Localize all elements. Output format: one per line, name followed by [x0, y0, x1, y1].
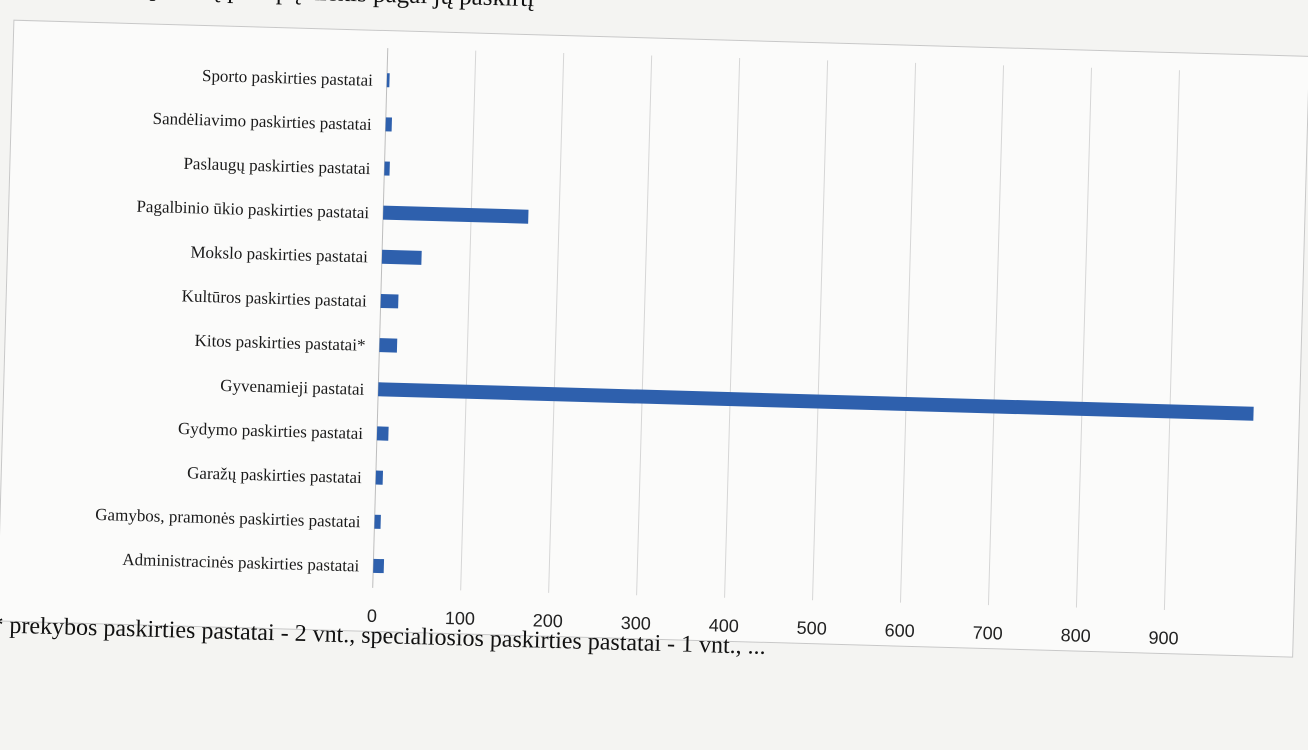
- gridline: [636, 55, 653, 596]
- bar: [385, 117, 392, 132]
- bar: [379, 338, 398, 353]
- gridline: [460, 50, 477, 591]
- gridline: [812, 60, 829, 601]
- category-label: Mokslo paskirties pastatai: [190, 242, 368, 266]
- category-label: Kultūros paskirties pastatai: [181, 286, 367, 310]
- x-tick-label: 300: [621, 613, 652, 634]
- category-label: Gydymo paskirties pastatai: [178, 419, 364, 443]
- category-label: Sporto paskirties pastatai: [202, 66, 374, 90]
- bar: [386, 73, 390, 88]
- category-label: Sandėliavimo paskirties pastatai: [152, 109, 372, 134]
- x-tick-label: 600: [884, 620, 915, 641]
- category-label: Gamybos, pramonės paskirties pastatai: [95, 505, 361, 531]
- category-label: Gyvenamieji pastatai: [220, 376, 365, 399]
- bar: [381, 249, 422, 265]
- gridline: [1163, 70, 1180, 611]
- x-tick-label: 100: [445, 608, 476, 629]
- category-label: Administracinės paskirties pastatai: [122, 550, 360, 576]
- x-tick-label: 0: [367, 606, 378, 626]
- bar: [375, 470, 384, 485]
- gridline: [899, 62, 917, 603]
- bar: [378, 382, 1254, 421]
- category-label: Pagalbinio ūkio paskirties pastatai: [136, 197, 369, 222]
- x-tick-label: 400: [708, 615, 739, 636]
- gridline: [724, 57, 741, 598]
- category-label: Kitos paskirties pastatai*: [194, 331, 365, 355]
- bar: [373, 558, 385, 574]
- x-tick-label: 700: [972, 623, 1003, 644]
- y-axis-line: [372, 48, 389, 588]
- x-tick-label: 900: [1148, 628, 1179, 649]
- x-tick-label: 200: [533, 610, 564, 631]
- gridline: [987, 65, 1005, 606]
- bar: [376, 426, 389, 441]
- bar: [374, 514, 381, 529]
- bar: [380, 293, 399, 309]
- category-label: Garažų paskirties pastatai: [187, 463, 362, 487]
- bar: [384, 161, 390, 176]
- x-tick-label: 500: [796, 618, 827, 639]
- category-label: Paslaugų paskirties pastatai: [183, 154, 371, 178]
- x-tick-label: 800: [1060, 625, 1091, 646]
- gridline: [1075, 67, 1093, 608]
- bar: [382, 205, 529, 224]
- gridline: [548, 53, 565, 593]
